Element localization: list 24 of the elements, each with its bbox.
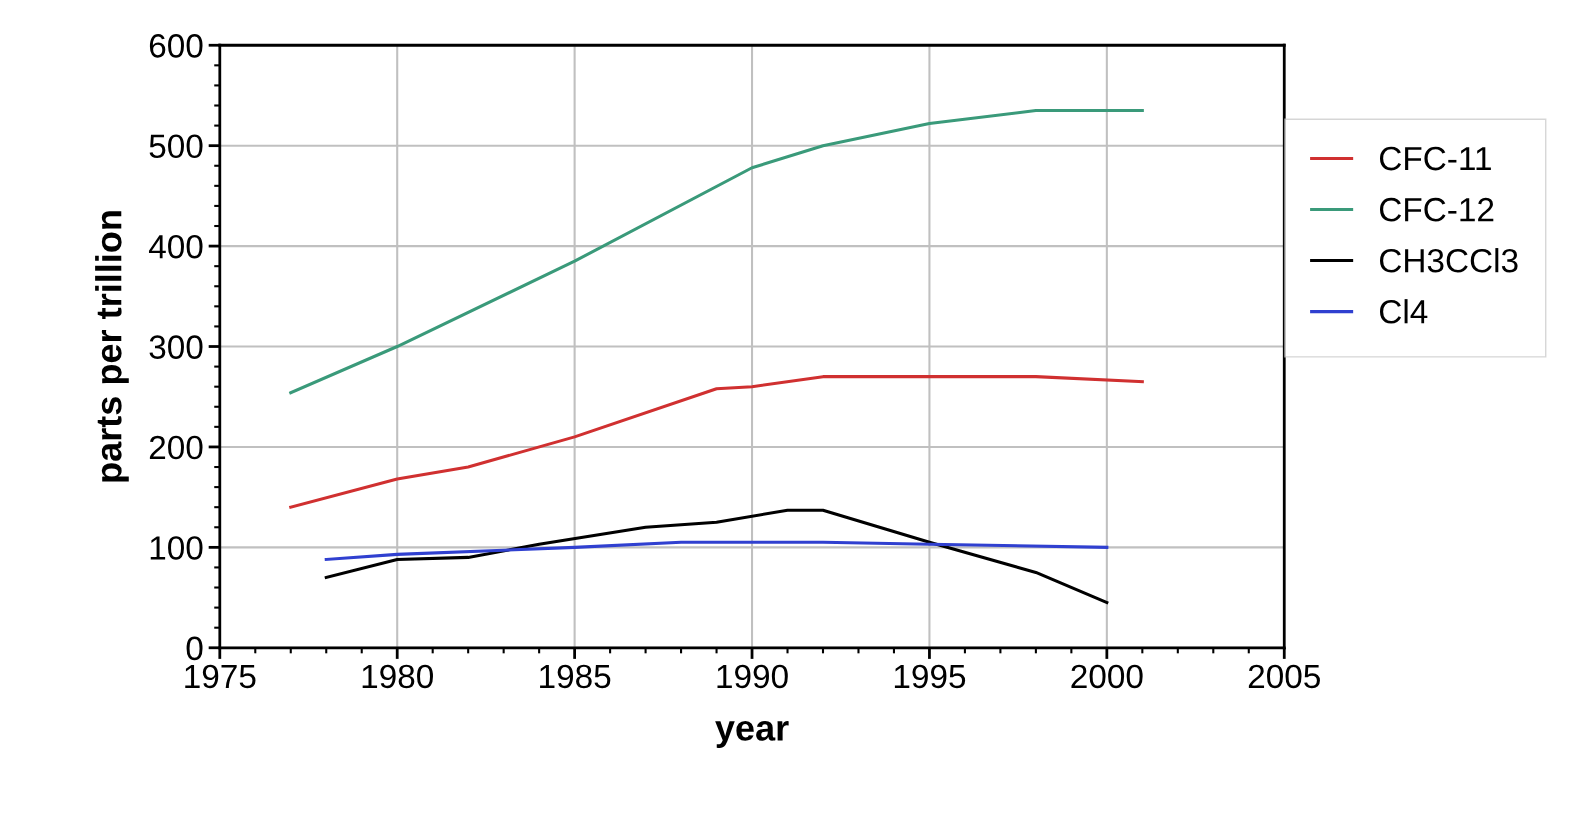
x-tick-label: 1985 <box>540 664 611 689</box>
y-tick-label: 0 <box>186 636 203 661</box>
line-series <box>289 375 1144 509</box>
x-tick-label: 1975 <box>185 664 256 689</box>
legend-label: CFC-11 <box>1379 146 1491 171</box>
x-tick-label: 1995 <box>894 664 966 689</box>
x-tick-label: 1990 <box>717 664 788 689</box>
y-tick-label: 300 <box>149 335 203 359</box>
line-series <box>289 109 1144 395</box>
legend-label: Cl4 <box>1379 299 1428 324</box>
y-axis-title: parts per trillion <box>95 211 129 482</box>
legend-label: CH3CCl3 <box>1379 248 1518 273</box>
y-tick-label: 100 <box>150 536 203 560</box>
y-tick-label: 200 <box>149 435 203 460</box>
line-series <box>324 540 1109 561</box>
line-series <box>324 508 1109 605</box>
x-axis-title: year <box>715 720 789 748</box>
y-tick-label: 600 <box>149 34 203 58</box>
y-tick-label: 400 <box>148 234 203 259</box>
y-tick-label: 500 <box>149 134 203 159</box>
x-tick-label: 2005 <box>1248 664 1320 689</box>
legend-label: CFC-12 <box>1379 197 1494 222</box>
x-tick-label: 1980 <box>362 664 433 689</box>
x-tick-label: 2000 <box>1071 664 1143 689</box>
